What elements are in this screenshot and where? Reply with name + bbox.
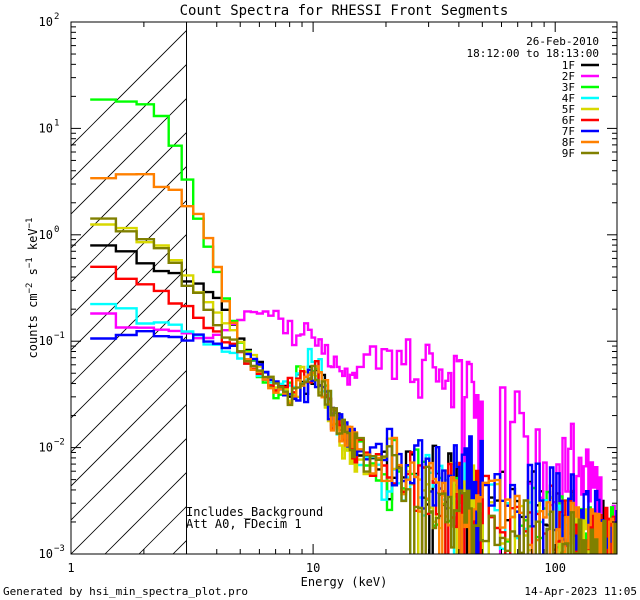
y-tick-label: 10: [39, 334, 53, 348]
y-tick-label-exponent: 1: [54, 118, 59, 128]
y-tick-label-exponent: 2: [54, 12, 59, 22]
legend-label-1F: 1F: [562, 59, 575, 72]
series-line-5F: [90, 223, 616, 554]
hatch-line: [71, 403, 187, 521]
y-tick-label-exponent: −1: [54, 331, 65, 341]
series-group: [90, 98, 617, 554]
y-tick-label-exponent: 0: [54, 225, 59, 235]
legend-time-range: 18:12:00 to 18:13:00: [467, 47, 599, 60]
y-tick-label-exponent: −3: [54, 544, 65, 554]
hatch-line: [71, 233, 187, 351]
hatch-line: [71, 97, 187, 215]
x-tick-label: 1: [67, 561, 74, 575]
plot-frame: [70, 21, 618, 555]
legend-label-3F: 3F: [562, 81, 575, 94]
series-line-6F: [90, 265, 617, 554]
hatch-line: [71, 437, 187, 554]
chart-title: Count Spectra for RHESSI Front Segments: [180, 3, 509, 19]
hatch-line: [71, 63, 187, 181]
x-tick-label: 100: [544, 561, 566, 575]
annotation-background: Includes_Background: [186, 505, 323, 519]
hatch-line: [615, 0, 640, 554]
y-tick-label: 10: [39, 547, 53, 561]
series-line-8F: [90, 173, 615, 554]
legend-label-6F: 6F: [562, 114, 575, 127]
x-axis-label: Energy (keV): [301, 575, 388, 589]
x-tick-label: 10: [306, 561, 320, 575]
hatch-line: [377, 0, 640, 554]
footer-generated-by: Generated by hsi_min_spectra_plot.pro: [3, 585, 249, 598]
legend-label-8F: 8F: [562, 136, 575, 149]
hatch-line: [71, 165, 187, 283]
hatch-line: [71, 29, 187, 147]
hatch-line: [71, 335, 187, 453]
legend-label-7F: 7F: [562, 125, 575, 138]
hatch-line: [71, 131, 187, 249]
hatch-line: [71, 199, 187, 317]
legend-date: 26-Feb-2010: [526, 35, 599, 48]
y-tick-label-exponent: −2: [54, 438, 65, 448]
legend-label-2F: 2F: [562, 70, 575, 83]
annotation-attenuator: Att A0, FDecim 1: [186, 517, 302, 531]
legend-label-9F: 9F: [562, 147, 575, 160]
legend-label-4F: 4F: [562, 92, 575, 105]
series-line-9F: [90, 217, 617, 554]
y-tick-label: 10: [39, 121, 53, 135]
y-tick-label: 10: [39, 15, 53, 29]
hatch-line: [207, 0, 640, 554]
footer-timestamp: 14-Apr-2023 11:05: [524, 585, 637, 598]
y-axis-label: counts cm−2 s−1 keV−1: [25, 218, 40, 359]
y-tick-label: 10: [39, 228, 53, 242]
y-tick-label: 10: [39, 441, 53, 455]
hatch-line: [71, 369, 187, 487]
legend-label-5F: 5F: [562, 103, 575, 116]
